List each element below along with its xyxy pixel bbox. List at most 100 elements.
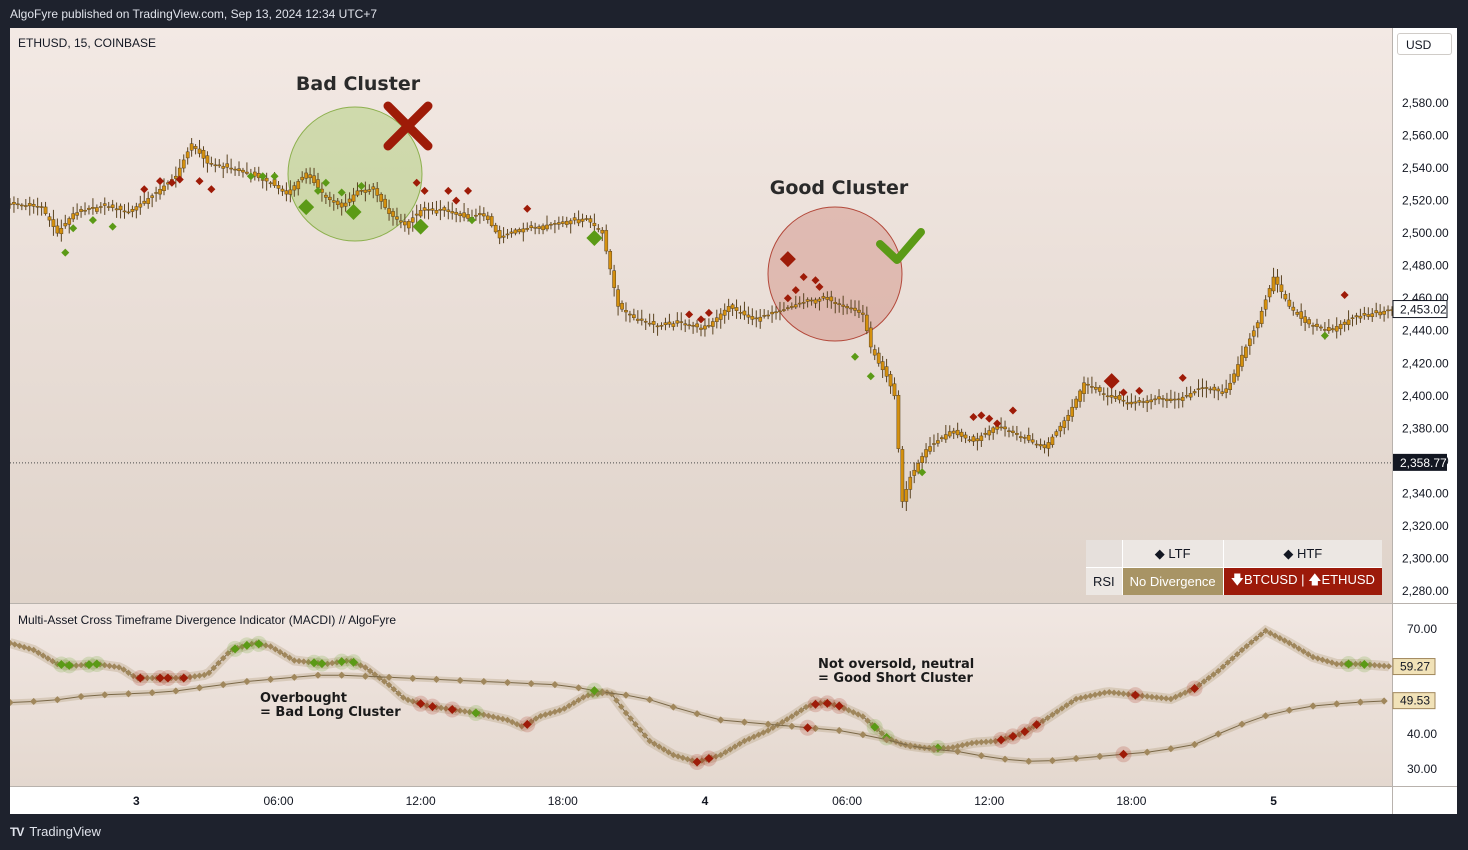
candle-body bbox=[699, 327, 703, 330]
candle-body bbox=[335, 200, 340, 205]
candle-body bbox=[513, 229, 518, 234]
candle-body bbox=[1105, 395, 1110, 398]
candle-body bbox=[809, 299, 814, 302]
candle-body bbox=[635, 318, 640, 321]
candle-body bbox=[786, 307, 790, 309]
rsi-bull-signal bbox=[317, 659, 327, 669]
candle-body bbox=[300, 176, 305, 181]
candle-body bbox=[758, 316, 763, 322]
rsi-value-tag bbox=[1392, 658, 1436, 676]
candle-body bbox=[327, 196, 332, 201]
rsi-point bbox=[1153, 694, 1160, 701]
candle-body bbox=[742, 310, 747, 316]
rsi-point bbox=[769, 724, 777, 731]
candle-body bbox=[1030, 439, 1035, 443]
currency-button[interactable]: USD bbox=[1397, 33, 1452, 55]
pane-divider[interactable] bbox=[10, 603, 1457, 604]
candle-body bbox=[1346, 319, 1351, 325]
rsi-bear-signal bbox=[155, 673, 165, 683]
rsi-point bbox=[745, 735, 753, 743]
candle-body bbox=[608, 251, 613, 270]
candle-body bbox=[900, 449, 905, 502]
indicator-title[interactable]: Multi-Asset Cross Timeframe Divergence I… bbox=[18, 613, 397, 627]
candle-body bbox=[940, 437, 944, 440]
bearish-divergence-marker bbox=[791, 286, 800, 295]
candle-body bbox=[367, 189, 372, 192]
candlestick-series bbox=[10, 138, 1394, 511]
rsi-point bbox=[106, 662, 113, 670]
candle-body bbox=[738, 312, 743, 314]
neutral-label: Not oversold, neutral bbox=[818, 657, 974, 672]
footer[interactable]: TV TradingView bbox=[10, 824, 101, 839]
rsi-point bbox=[513, 721, 521, 728]
indicator-pane[interactable] bbox=[10, 604, 1392, 786]
rsi-point bbox=[1106, 688, 1113, 696]
candle-body bbox=[1161, 398, 1165, 400]
annotations: Bad Cluster Good Cluster Overbought= Bad L… bbox=[260, 73, 974, 720]
bullish-divergence-marker bbox=[1320, 331, 1329, 340]
rsi-point bbox=[281, 651, 289, 659]
rsi-bear-signal bbox=[811, 699, 821, 709]
bullish-divergence-marker bbox=[850, 352, 859, 361]
candle-body bbox=[1212, 386, 1217, 391]
current-price-label: 2,453.02 bbox=[1400, 303, 1447, 317]
htf-status: 🡇BTCUSD | 🡅ETHUSD bbox=[1222, 567, 1382, 595]
rsi-bull-signal bbox=[349, 657, 359, 667]
candle-body bbox=[1184, 395, 1189, 397]
rsi-point bbox=[295, 657, 303, 665]
good-cluster-label: Good Cluster bbox=[770, 177, 909, 199]
candle-body bbox=[134, 206, 139, 211]
price-tick-label: 2,400.00 bbox=[1402, 389, 1449, 403]
candle-body bbox=[1326, 327, 1331, 331]
rsi-point bbox=[480, 677, 488, 686]
rsi-point bbox=[16, 642, 23, 649]
candle-body bbox=[884, 366, 889, 377]
candle-body bbox=[805, 299, 810, 302]
rsi-tick-label: 70.00 bbox=[1407, 622, 1437, 636]
candle-body bbox=[1263, 299, 1268, 310]
candle-body bbox=[91, 207, 95, 209]
candle-body bbox=[450, 211, 455, 214]
candle-body bbox=[1224, 388, 1229, 393]
ltf-status: No Divergence bbox=[1121, 567, 1224, 595]
candle-body bbox=[1062, 420, 1067, 428]
candle-body bbox=[27, 203, 32, 207]
rsi-point bbox=[1115, 690, 1122, 697]
rsi-point bbox=[272, 646, 279, 653]
rsi-point bbox=[973, 739, 980, 746]
rsi-point bbox=[1158, 694, 1165, 702]
rsi-bull-signal bbox=[471, 708, 481, 718]
candle-body bbox=[707, 325, 711, 327]
candle-body bbox=[173, 175, 178, 179]
candle-body bbox=[726, 306, 731, 313]
candle-body bbox=[675, 320, 680, 324]
rsi-point bbox=[551, 708, 559, 716]
rsi-point bbox=[267, 643, 274, 650]
rsi-point bbox=[215, 659, 222, 667]
candle-body bbox=[1066, 415, 1071, 421]
rsi-point bbox=[1309, 702, 1317, 710]
rsi-point bbox=[30, 697, 38, 706]
chart-panel[interactable]: Bad Cluster Good Cluster Overbought = Bad L… bbox=[10, 28, 1457, 814]
rsi-point bbox=[361, 672, 369, 680]
rsi-point bbox=[21, 644, 28, 651]
candle-body bbox=[312, 175, 316, 183]
rsi-point bbox=[1077, 694, 1085, 702]
candle-body bbox=[1042, 444, 1047, 449]
candle-body bbox=[1228, 382, 1232, 390]
bullish-divergence-marker bbox=[345, 203, 362, 220]
symbol-label[interactable]: ETHUSD, 15, COINBASE bbox=[18, 36, 157, 50]
rsi-point bbox=[632, 721, 639, 728]
candle-body bbox=[339, 202, 344, 208]
candle-body bbox=[426, 209, 431, 211]
rsi-point bbox=[1049, 711, 1056, 718]
candle-body bbox=[442, 207, 447, 211]
rsi-point bbox=[1295, 645, 1303, 652]
price-tick-label: 2,520.00 bbox=[1402, 194, 1449, 208]
rsi-point bbox=[338, 671, 346, 679]
rsi-point bbox=[357, 662, 364, 669]
price-tick-label: 2,300.00 bbox=[1402, 551, 1449, 565]
rsi-point bbox=[1338, 660, 1345, 668]
candle-body bbox=[130, 209, 135, 212]
candle-body bbox=[478, 213, 482, 216]
